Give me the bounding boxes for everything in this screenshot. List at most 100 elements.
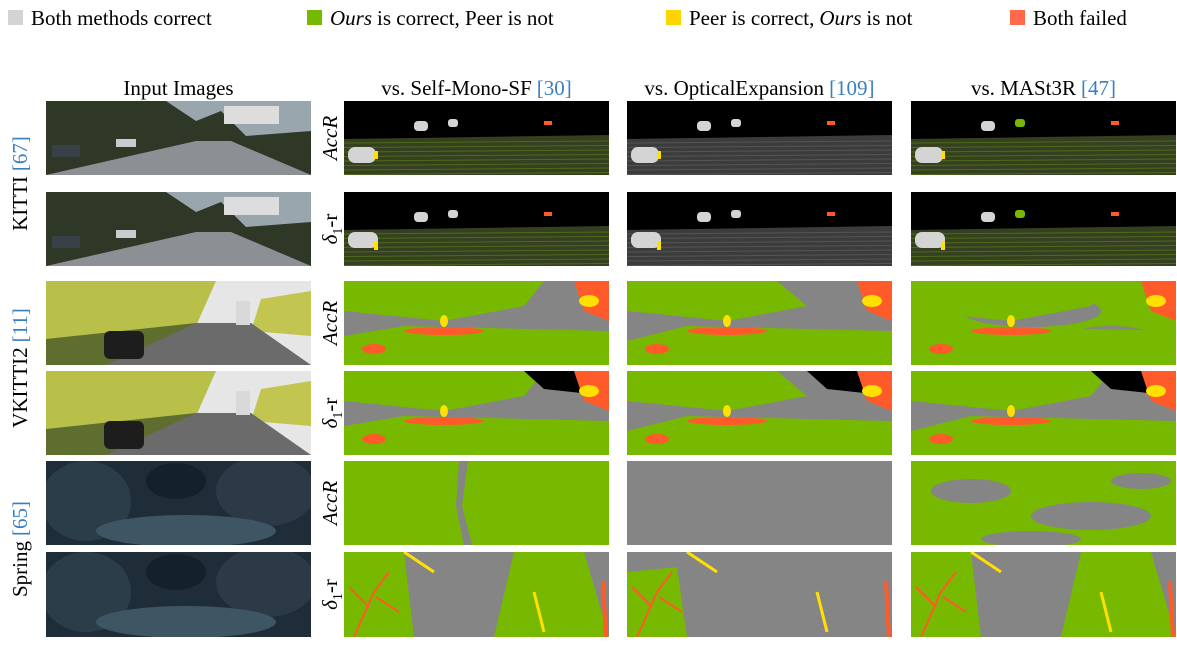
peer-only [1007, 315, 1015, 327]
column-header: Input Images [123, 76, 233, 100]
citation: [65] [8, 501, 32, 536]
dataset-label: KITTI [67] [8, 136, 32, 231]
dataset-name: KITTI [8, 176, 32, 231]
sign [236, 301, 250, 325]
metric-label: δ1-r [318, 579, 346, 610]
legend-text: Ours [819, 6, 861, 30]
peer-only [723, 405, 731, 417]
dataset-label: VKITTI2[11] [8, 308, 32, 428]
column-title: vs. MASt3R [971, 76, 1076, 100]
peer-only [1146, 385, 1166, 397]
metric-text: 1 [331, 228, 346, 235]
peer-only [723, 315, 731, 327]
legend-text: Peer is correct, [689, 6, 814, 30]
car-blob [414, 212, 428, 222]
car-blob [631, 147, 659, 163]
metric-text: AccR [318, 481, 342, 527]
input-image [41, 456, 316, 547]
failure [404, 327, 484, 335]
edge [657, 242, 661, 250]
car-blob [631, 232, 661, 248]
metric-label: δ1-r [318, 214, 346, 245]
legend-swatch [8, 10, 23, 25]
peer-only [1146, 295, 1166, 307]
comparison-map [911, 281, 1176, 365]
peer-only [862, 385, 882, 397]
billboard [224, 197, 279, 215]
sign [236, 391, 250, 415]
legend-text: is not [866, 6, 912, 30]
car-blob [915, 232, 945, 248]
failure [929, 434, 953, 444]
billboard [224, 106, 279, 124]
failure [687, 417, 767, 425]
edge [1111, 121, 1119, 125]
car [52, 236, 80, 248]
failure [404, 417, 484, 425]
comparison-map [344, 101, 609, 175]
region [981, 531, 1081, 547]
region [911, 552, 981, 637]
legend-text: Both failed [1033, 6, 1127, 30]
metric-text: -r [318, 214, 342, 228]
comparison-map [627, 192, 892, 266]
input-image [46, 101, 311, 175]
metric-label: AccR [318, 481, 342, 527]
edge [544, 212, 552, 216]
metric-text: -r [318, 398, 342, 412]
citation: [67] [8, 136, 32, 171]
failure [971, 417, 1051, 425]
citation: [30] [537, 76, 572, 100]
failure [645, 434, 669, 444]
comparison-map [344, 552, 609, 637]
column-header: vs. Self-Mono-SF[30] [381, 76, 572, 100]
background [344, 461, 609, 545]
car-blob [697, 121, 711, 131]
car-blob [731, 119, 741, 127]
edge [827, 121, 835, 125]
car-blob [448, 119, 458, 127]
region [1111, 473, 1171, 489]
legend-swatch [1010, 10, 1025, 25]
failure [687, 327, 767, 335]
citation: [109] [829, 76, 875, 100]
car-blob [981, 212, 995, 222]
comparison-map [627, 552, 892, 637]
peer-only [440, 405, 448, 417]
peer-only [1007, 405, 1015, 417]
comparison-map [911, 192, 1176, 266]
column-title: vs. Self-Mono-SF [381, 76, 532, 100]
region [344, 552, 414, 637]
failure [362, 434, 386, 444]
car-blob [348, 147, 376, 163]
metric-text: AccR [318, 301, 342, 347]
input-image [46, 371, 311, 455]
legend-text: Both methods correct [31, 6, 212, 30]
car [104, 331, 144, 359]
legend-swatch [307, 10, 322, 25]
citation: [11] [8, 308, 32, 342]
car-blob [915, 147, 943, 163]
legend-label: Both methods correct [31, 6, 212, 30]
column-header: vs. MASt3R[47] [971, 76, 1116, 100]
comparison-map [344, 281, 609, 365]
peer-only [440, 315, 448, 327]
car-blob [731, 210, 741, 218]
metric-text: AccR [318, 116, 342, 162]
floor [96, 606, 276, 638]
comparison-map [627, 281, 892, 365]
legend-text: Ours [330, 6, 372, 30]
car-blob [1015, 119, 1025, 127]
comparison-map [627, 461, 892, 545]
column-title: vs. OpticalExpansion [644, 76, 824, 100]
car-blob [414, 121, 428, 131]
car-blob [697, 212, 711, 222]
comparison-map [627, 101, 892, 175]
comparison-map [344, 461, 609, 545]
failure [971, 327, 1051, 335]
input-image [46, 192, 311, 266]
citation: [47] [1081, 76, 1116, 100]
car [104, 421, 144, 449]
